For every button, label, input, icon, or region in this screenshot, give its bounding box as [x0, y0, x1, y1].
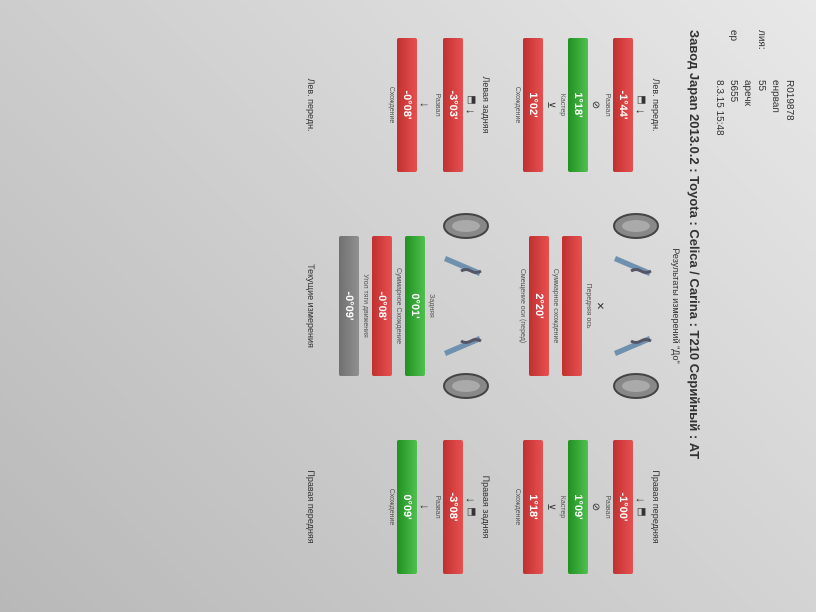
front-left-column: Лев. передн. ⬒ ↓ -1°44' Развал ⊘ 1°18' Ка…: [511, 30, 661, 180]
rear-center-val2: -0°08': [372, 236, 392, 376]
front-center-val2: 2°20': [529, 236, 549, 376]
name-label: [768, 30, 782, 80]
rear-center-val1: 0°01': [405, 236, 425, 376]
rear-center-val3: -0°09': [339, 236, 359, 376]
rear-center-label3: Угол тяги движения: [362, 206, 369, 406]
rear-center-label1: Задняя: [428, 206, 435, 406]
arrow-icon: ↓: [419, 504, 431, 510]
bottom-mid-label: Текущие измерения: [306, 206, 316, 406]
rear-left-wheel-icon: [441, 206, 491, 246]
front-center-val1: [562, 236, 582, 376]
front-left-wheel-icon: [611, 206, 661, 246]
num-label: лия:: [754, 30, 768, 80]
bottom-strip: Лев. передн. Текущие измерения Правая пе…: [306, 30, 316, 582]
rear-left-camber-label: Развал: [434, 30, 441, 180]
front-right-toe-label: Схождение: [514, 432, 521, 582]
results-subtitle: Результаты измерений "До": [671, 30, 681, 582]
front-right-toe-bar: 1°18': [523, 440, 543, 574]
caster-icon: ⊘: [590, 503, 601, 511]
id-value: R019878: [782, 80, 796, 121]
camber-icon: ⬒: [635, 95, 647, 104]
type-value: аречк: [740, 80, 754, 106]
header-block: R019878 енрвап лия:55 аречк ер5655 8.3.1…: [712, 30, 796, 582]
rear-axle-section: Левая задняя ⬒ ↓ -3°03' Развал ↓ -0°08' С…: [336, 30, 491, 582]
rear-right-toe-label: Схождение: [388, 432, 395, 582]
front-left-toe-label: Схождение: [514, 30, 521, 180]
front-right-wheel-icon: [611, 366, 661, 406]
code-label: ер: [726, 30, 740, 80]
date-value: 8.3.15 15:48: [712, 80, 726, 136]
name-value: енрвап: [768, 80, 782, 113]
caster-icon: ⊘: [590, 101, 601, 109]
num-value: 55: [754, 80, 768, 91]
cross-icon: ✕: [594, 302, 605, 310]
front-left-caster-bar: 1°18': [568, 38, 588, 172]
id-label: [782, 30, 796, 80]
date-label: [712, 30, 726, 80]
camber-icon: ⬒: [635, 507, 647, 516]
toe-icon: ⊻: [545, 503, 556, 510]
alignment-report-page: R019878 енрвап лия:55 аречк ер5655 8.3.1…: [0, 0, 816, 612]
camber-icon: ⬒: [465, 507, 477, 516]
bottom-left-label: Лев. передн.: [306, 30, 316, 180]
arrow-icon: ↓: [465, 497, 477, 503]
front-right-title: Правая передняя: [651, 432, 661, 582]
front-left-caster-label: Кастер: [559, 30, 566, 180]
rear-center-label2: Суммарное Схождение: [395, 206, 402, 406]
rear-right-column: Правая задняя ↓ ⬒ -3°08' Развал ↓ 0°09' С…: [385, 432, 491, 582]
front-right-caster-bar: 1°09': [568, 440, 588, 574]
arrow-icon: ↓: [635, 497, 647, 503]
front-right-camber-bar: -1°00': [613, 440, 633, 574]
front-left-camber-label: Развал: [604, 30, 611, 180]
type-label: [740, 30, 754, 80]
front-center-label3: Смещение оси (перед): [519, 206, 526, 406]
rear-left-title: Левая задняя: [481, 30, 491, 180]
rear-right-camber-bar: -3°08': [443, 440, 463, 574]
rear-left-toe-bar: -0°08': [397, 38, 417, 172]
front-right-suspension-icon: [611, 306, 661, 366]
arrow-icon: ↓: [419, 102, 431, 108]
front-center-column: ✕ Передняя ось Суммарное схождение 2°20'…: [516, 206, 661, 406]
arrow-icon: ↓: [465, 109, 477, 115]
rear-right-title: Правая задняя: [481, 432, 491, 582]
front-center-label1: Передняя ось: [585, 206, 592, 406]
arrow-icon: ↓: [635, 109, 647, 115]
front-center-label2: Суммарное схождение: [552, 206, 559, 406]
vehicle-title: Завод Japan 2013.0.2 : Toyota : Celica /…: [687, 30, 702, 582]
rear-right-camber-label: Развал: [434, 432, 441, 582]
bottom-right-label: Правая передняя: [306, 432, 316, 582]
rear-left-camber-bar: -3°03': [443, 38, 463, 172]
front-left-camber-bar: -1°44': [613, 38, 633, 172]
front-left-title: Лев. передн.: [651, 30, 661, 180]
front-left-suspension-icon: [611, 246, 661, 306]
front-axle-section: Лев. передн. ⬒ ↓ -1°44' Развал ⊘ 1°18' Ка…: [511, 30, 661, 582]
code-value: 5655: [726, 80, 740, 102]
rear-right-suspension-icon: [441, 306, 491, 366]
rear-right-toe-bar: 0°09': [397, 440, 417, 574]
camber-icon: ⬒: [465, 95, 477, 104]
front-right-camber-label: Развал: [604, 432, 611, 582]
front-left-toe-bar: 1°02': [523, 38, 543, 172]
rear-left-suspension-icon: [441, 246, 491, 306]
rear-right-wheel-icon: [441, 366, 491, 406]
rear-left-column: Левая задняя ⬒ ↓ -3°03' Развал ↓ -0°08' С…: [385, 30, 491, 180]
front-right-column: Правая передняя ↓ ⬒ -1°00' Развал ⊘ 1°09'…: [511, 432, 661, 582]
toe-icon: ⊻: [545, 101, 556, 108]
rear-left-toe-label: Схождение: [388, 30, 395, 180]
rear-center-column: Задняя 0°01' Суммарное Схождение -0°08' …: [336, 206, 491, 406]
front-right-caster-label: Кастер: [559, 432, 566, 582]
